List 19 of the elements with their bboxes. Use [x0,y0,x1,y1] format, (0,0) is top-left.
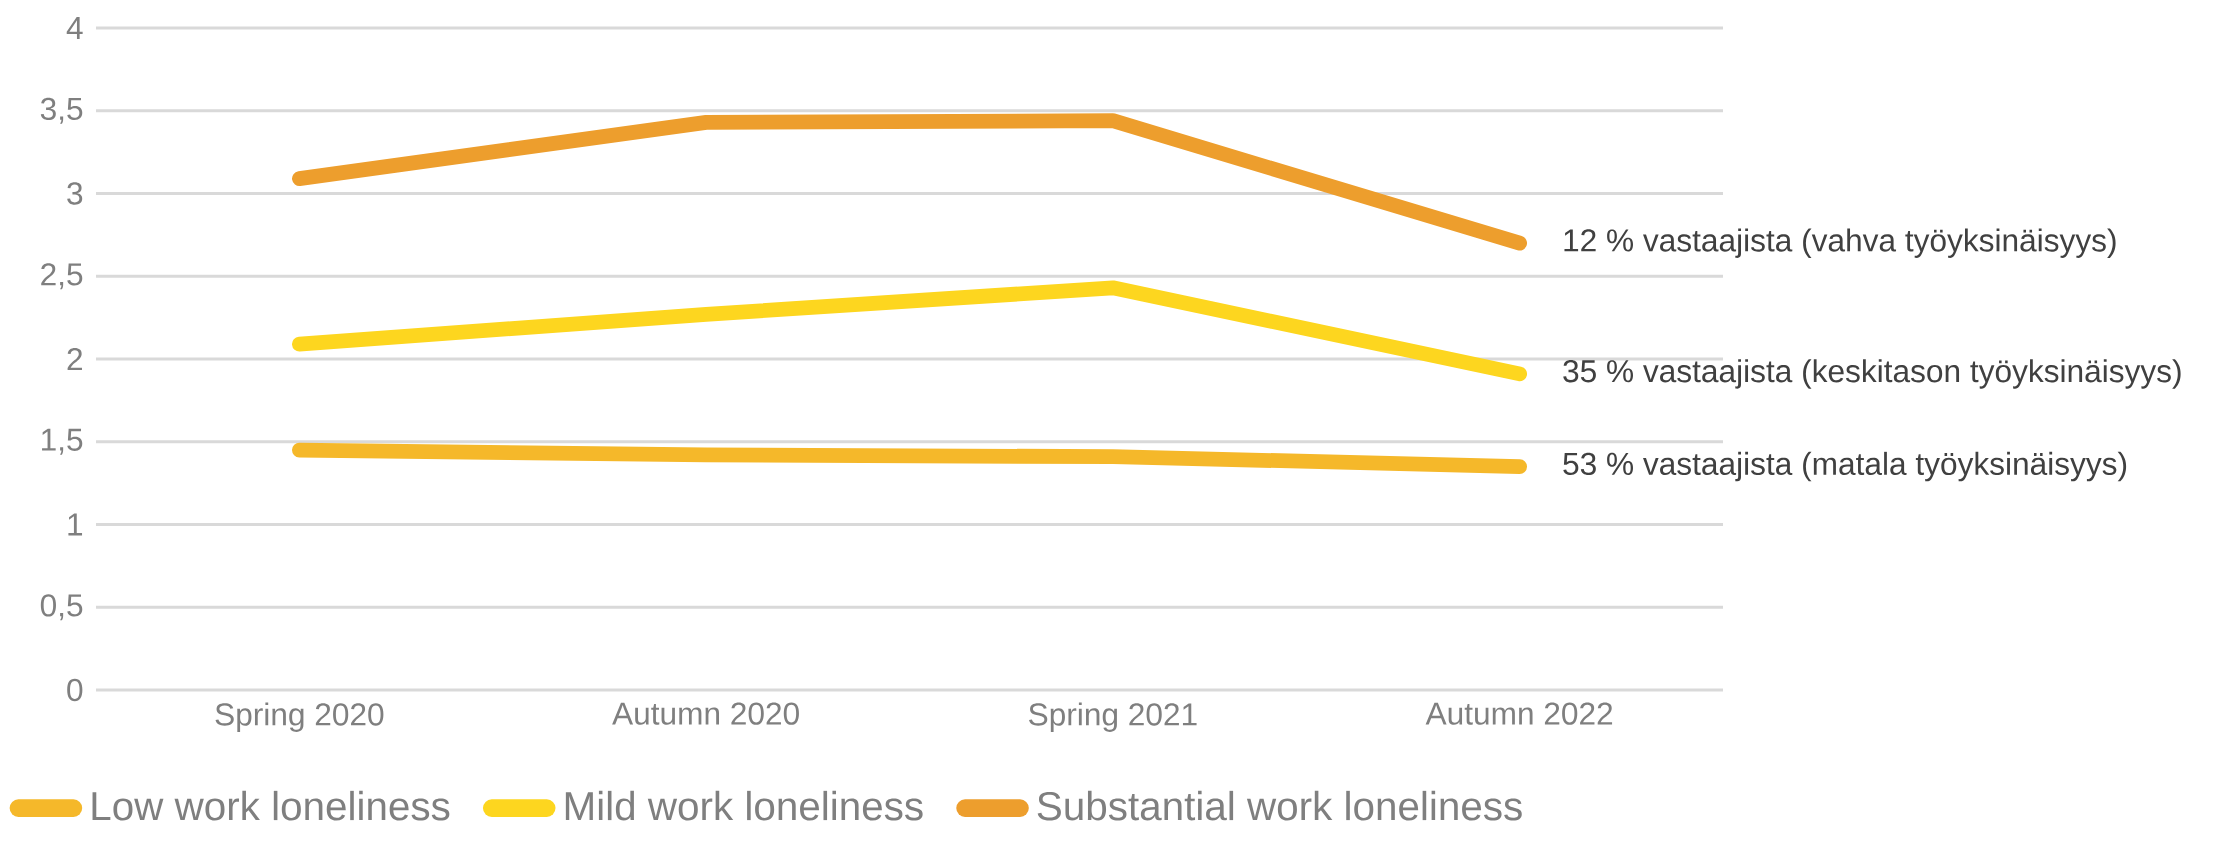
y-tick-label: 2 [67,347,82,371]
y-tick-label: 4 [66,17,83,39]
y-tick-label: 2,5 [41,263,83,290]
legend-label: Mild work loneliness [565,790,923,821]
x-tick-label: Spring 2020 [215,702,384,732]
y-tick-label: 0,5 [40,594,83,621]
annotation: 35 % vastaajista (keskitason työyksinäisyys) [1563,359,2181,389]
legend-label: Substantial work loneliness [1037,790,1522,821]
y-tick-label: 1 [68,513,83,536]
y-tick-label: 1,5 [42,428,83,455]
annotation: 12 % vastaajista (vahva työyksinäisyys) [1564,228,2116,258]
y-tick-label: 0 [67,678,83,702]
x-tick-label: Autumn 2020 [612,702,799,725]
y-tick-label: 3 [67,182,83,205]
annotation: 53 % vastaajista (matala työyksinäisyys) [1563,451,2127,482]
x-tick-label: Autumn 2022 [1425,702,1613,725]
legend-label: Low work loneliness [92,790,450,821]
y-tick-label: 3,5 [40,97,83,124]
x-tick-label: Spring 2021 [1029,702,1197,732]
